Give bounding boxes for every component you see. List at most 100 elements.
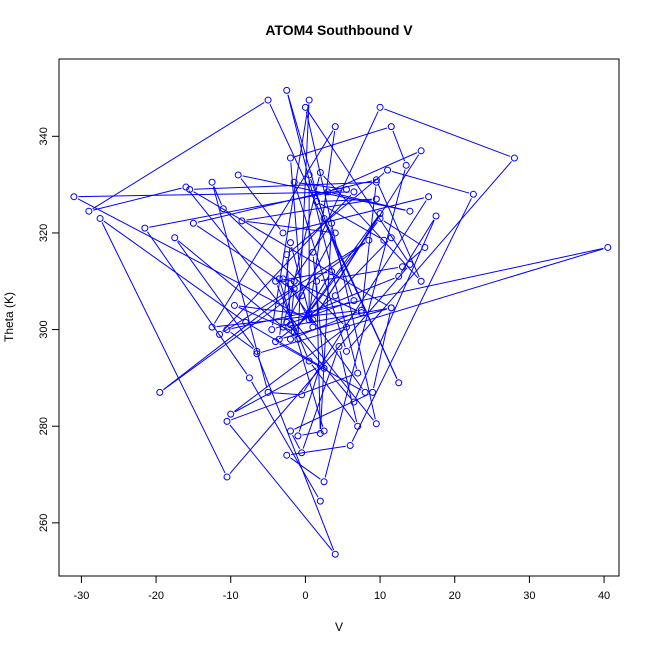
x-axis-label: V (335, 620, 343, 634)
data-point (290, 285, 298, 293)
data-point (350, 297, 358, 305)
data-point (350, 188, 358, 196)
series-segment (279, 343, 362, 391)
data-point (324, 188, 332, 196)
series-segment (338, 240, 389, 293)
series-segment (288, 236, 334, 319)
data-point (406, 260, 414, 268)
series-points (70, 86, 612, 558)
data-point (264, 96, 272, 104)
data-point (387, 304, 395, 312)
series-segment (351, 198, 472, 442)
data-point (279, 323, 287, 331)
series-segment (332, 192, 406, 211)
data-point (421, 243, 429, 251)
data-point (286, 321, 294, 329)
data-point (372, 176, 380, 184)
x-tick-label: -30 (73, 590, 89, 602)
y-tick-label: 300 (38, 320, 50, 338)
data-point (384, 166, 392, 174)
data-point (320, 214, 328, 222)
data-point (186, 185, 194, 193)
data-point (309, 323, 317, 331)
series-segment (78, 191, 350, 198)
series-segment (279, 271, 328, 281)
series-segment (349, 161, 512, 349)
data-point (245, 374, 253, 382)
data-point (286, 239, 294, 247)
data-point (365, 236, 373, 244)
series-segment (339, 350, 358, 422)
series-segment (229, 424, 333, 552)
series-segment (280, 283, 324, 427)
series-segment (246, 220, 331, 233)
data-point (305, 316, 313, 324)
y-axis: 260 280 300 320 340 (38, 127, 60, 532)
series-segment (392, 130, 406, 162)
data-point (402, 161, 410, 169)
y-tick-label: 320 (38, 224, 50, 242)
data-point (395, 272, 403, 280)
series-segment (238, 306, 291, 331)
data-point (316, 362, 324, 370)
series-segment (231, 374, 354, 421)
x-tick-label: 30 (523, 590, 535, 602)
series-segment (314, 217, 379, 317)
data-point (298, 449, 306, 457)
data-point (357, 306, 365, 314)
series-segment (324, 169, 406, 478)
data-point (305, 357, 313, 365)
data-point (141, 224, 149, 232)
series-segment (291, 445, 346, 456)
data-point (208, 178, 216, 186)
data-point (469, 190, 477, 198)
series-segment (238, 305, 305, 316)
series-segment (307, 110, 408, 261)
data-point (294, 335, 302, 343)
data-point (279, 229, 287, 237)
data-point (253, 347, 261, 355)
data-point (372, 195, 380, 203)
series-segment (246, 199, 372, 221)
data-point (268, 326, 276, 334)
series-segment (298, 369, 320, 432)
series-segment (77, 198, 306, 319)
data-point (316, 429, 324, 437)
data-point (331, 229, 339, 237)
data-point (350, 398, 358, 406)
y-tick-label: 280 (38, 417, 50, 435)
data-point (156, 388, 164, 396)
series-segment (355, 219, 435, 399)
series-segment (101, 222, 226, 474)
series-segment (313, 277, 395, 312)
series-segment (278, 298, 333, 340)
x-tick-label: -20 (148, 590, 164, 602)
data-point (320, 364, 328, 372)
x-axis: -30 -20 -10 0 10 20 30 40 (73, 575, 610, 602)
series-segment (297, 104, 310, 335)
data-point (331, 550, 339, 558)
data-point (286, 427, 294, 435)
data-point (283, 318, 291, 326)
data-point (331, 292, 339, 300)
series-segment (294, 127, 388, 158)
series-segment (292, 275, 330, 336)
data-point (372, 420, 380, 428)
data-point (380, 236, 388, 244)
series-segment (92, 102, 265, 210)
data-point (279, 275, 287, 283)
data-point (223, 473, 231, 481)
data-point (406, 207, 414, 215)
series-segment (292, 226, 330, 281)
series-segment (320, 267, 399, 282)
data-point (372, 178, 380, 186)
series-segment (331, 152, 418, 191)
series-segment (289, 325, 352, 399)
data-point (328, 268, 336, 276)
data-point (294, 432, 302, 440)
series-segment (196, 225, 299, 294)
series-segment (223, 242, 366, 333)
series-segment (320, 227, 332, 429)
data-point (298, 292, 306, 300)
x-tick-label: 0 (302, 590, 308, 602)
